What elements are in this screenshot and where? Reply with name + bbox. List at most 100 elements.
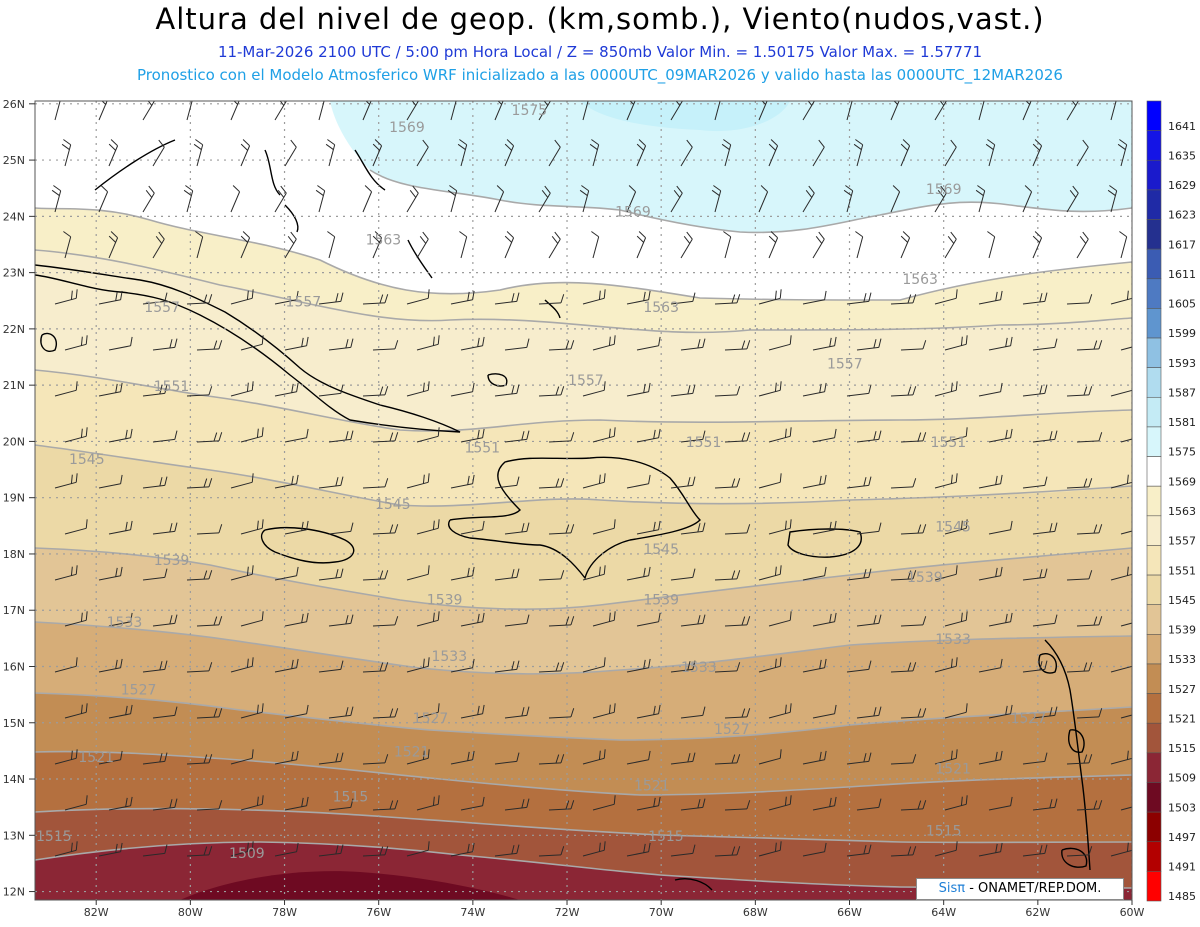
wind-barb-flag	[164, 476, 168, 486]
wind-barb-flag	[419, 236, 427, 244]
wind-barb-shaft	[626, 667, 649, 673]
wind-barb-flag	[345, 339, 349, 349]
wind-barb-flag	[467, 751, 470, 761]
wind-barb-flag	[702, 522, 706, 532]
wind-barb-flag	[432, 520, 435, 530]
wind-barb-flag	[818, 231, 825, 240]
wind-barb-flag	[261, 519, 264, 529]
wind-barb-shaft	[318, 101, 325, 121]
wind-barb-shaft	[108, 621, 131, 627]
wind-barb-shaft	[108, 145, 119, 167]
legend-swatch	[1146, 722, 1162, 754]
wind-barb-flag	[789, 427, 792, 437]
wind-barb-flag	[335, 845, 339, 855]
wind-barb-flag	[526, 430, 530, 440]
wind-barb-shaft	[890, 762, 913, 765]
wind-barb-shaft	[494, 191, 505, 213]
wind-barb-shaft	[240, 343, 263, 351]
wind-barb-shaft	[714, 394, 737, 397]
wind-barb-flag	[185, 185, 193, 192]
wind-barb-flag	[922, 524, 927, 534]
wind-barb-flag	[636, 143, 644, 151]
sispi-logo-text: Sisπ	[938, 881, 966, 896]
wind-barb-flag	[873, 431, 877, 441]
wind-barb-flag	[692, 292, 696, 302]
wind-barb-shaft	[856, 346, 879, 351]
wind-barb-flag	[1034, 139, 1042, 147]
wind-barb-flag	[878, 430, 882, 440]
wind-barb-flag	[541, 190, 549, 198]
wind-barb-flag	[526, 614, 530, 624]
wind-barb-flag	[70, 474, 73, 484]
wind-barb-flag	[1069, 190, 1077, 198]
wind-barb-flag	[427, 565, 430, 575]
wind-barb-flag	[736, 662, 741, 672]
wind-barb-flag	[697, 339, 701, 349]
wind-barb-flag	[829, 613, 832, 623]
wind-barb-flag	[950, 658, 953, 668]
wind-barb-shaft	[1022, 300, 1045, 305]
wind-barb-flag	[432, 612, 435, 622]
wind-barb-shaft	[406, 849, 429, 857]
legend-swatch	[1146, 219, 1162, 250]
wind-barb-flag	[697, 799, 701, 809]
wind-barb-flag	[218, 800, 223, 810]
wind-barb-shaft	[812, 238, 825, 259]
wind-barb-shaft	[406, 481, 429, 489]
wind-barb-flag	[868, 660, 872, 670]
wind-barb-flag	[723, 139, 731, 146]
wind-barb-flag	[863, 845, 867, 855]
wind-barb-flag	[789, 703, 792, 713]
wind-barb-shaft	[494, 300, 517, 305]
wind-barb-shaft	[494, 484, 517, 489]
contour-label: 1539	[643, 593, 679, 609]
wind-barb-flag	[75, 473, 78, 483]
lat-label: 23N	[3, 267, 25, 280]
wind-barb-flag	[159, 477, 163, 487]
wind-barb-flag	[350, 798, 354, 808]
wind-barb-flag	[306, 336, 309, 346]
wind-barb-shaft	[230, 573, 253, 581]
legend-swatch	[1146, 693, 1162, 724]
wind-barb-flag	[427, 473, 430, 483]
wind-barb-shaft	[812, 713, 835, 719]
wind-barb-flag	[873, 339, 877, 349]
legend-swatch	[1146, 515, 1162, 546]
legend-swatch	[1146, 159, 1162, 191]
wind-barb-shaft	[318, 484, 341, 489]
legend-label: 1629	[1168, 179, 1196, 192]
wind-barb-shaft	[768, 711, 791, 719]
wind-barb-shaft	[1032, 714, 1055, 719]
contour-label: 1569	[389, 120, 425, 136]
wind-barb-flag	[233, 94, 239, 100]
wind-barb-flag	[80, 428, 83, 438]
wind-barb-shaft	[538, 578, 561, 581]
wind-barb-flag	[285, 101, 287, 102]
wind-barb-shaft	[142, 576, 165, 581]
wind-barb-flag	[53, 185, 61, 192]
wind-barb-flag	[110, 231, 118, 239]
wind-barb-shaft	[142, 668, 165, 673]
wind-barb-shaft	[196, 716, 219, 719]
wind-barb-flag	[648, 658, 651, 668]
wind-barb-shaft	[54, 389, 77, 397]
wind-barb-flag	[873, 707, 877, 717]
legend-swatch	[1146, 308, 1162, 339]
wind-barb-flag	[686, 139, 693, 148]
wind-barb-flag	[955, 289, 958, 299]
wind-barb-shaft	[978, 101, 985, 121]
wind-barb-flag	[687, 661, 691, 671]
wind-barb-flag	[1005, 613, 1008, 623]
wind-barb-flag	[955, 841, 958, 851]
wind-barb-flag	[1083, 754, 1088, 764]
wind-barb-shaft	[636, 621, 659, 627]
wind-barb-flag	[511, 661, 515, 671]
wind-barb-flag	[389, 432, 394, 442]
wind-barb-shaft	[98, 851, 121, 857]
wind-barb-flag	[549, 101, 551, 102]
contour-label: 1557	[827, 356, 863, 372]
wind-barb-flag	[120, 750, 123, 760]
wind-barb-flag	[115, 383, 118, 393]
wind-barb-shaft	[240, 435, 263, 443]
wind-barb-shaft	[846, 392, 869, 397]
